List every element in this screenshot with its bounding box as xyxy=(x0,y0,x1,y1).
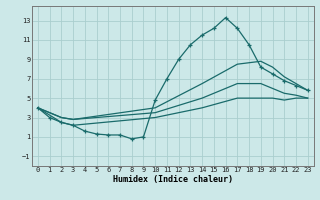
X-axis label: Humidex (Indice chaleur): Humidex (Indice chaleur) xyxy=(113,175,233,184)
